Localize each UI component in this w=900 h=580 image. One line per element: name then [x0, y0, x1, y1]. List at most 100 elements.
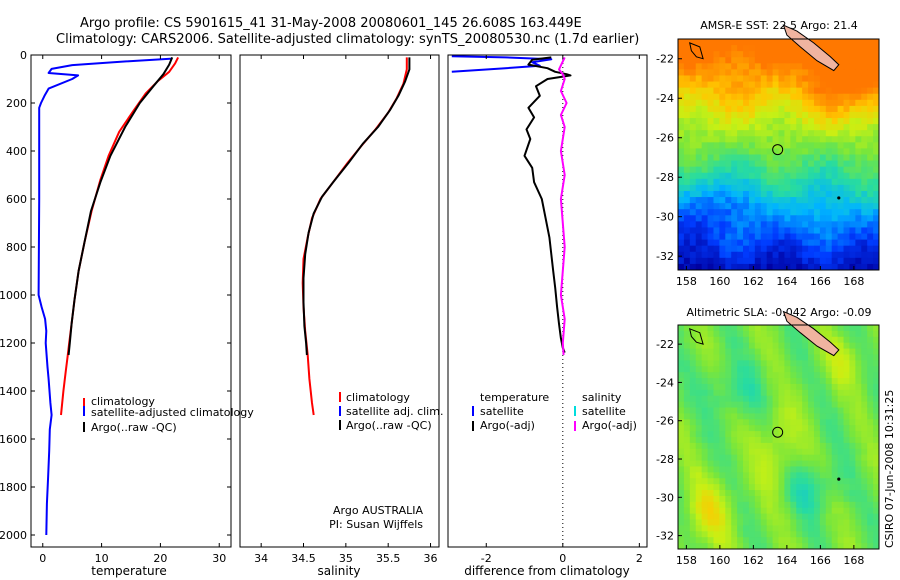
map-cell: [778, 166, 785, 174]
map-cell: [701, 257, 709, 265]
map-cell: [831, 501, 839, 509]
map-cell: [760, 325, 768, 332]
map-cell: [819, 330, 827, 338]
map-cell: [813, 537, 821, 544]
map-cell: [701, 413, 709, 420]
map-cell: [713, 419, 720, 426]
map-cell: [754, 227, 762, 235]
map-cell: [808, 383, 815, 391]
map-cell: [701, 460, 709, 467]
map-cell: [725, 431, 732, 438]
map-cell: [837, 325, 845, 332]
map-cell: [831, 184, 839, 192]
map-cell: [725, 366, 732, 373]
map-cell: [772, 124, 779, 131]
map-cell: [719, 57, 726, 64]
map-cell: [831, 513, 839, 521]
map-cell: [689, 111, 697, 119]
map-cell: [766, 419, 774, 426]
map-cell: [784, 51, 791, 58]
map-cell: [713, 233, 720, 241]
map-cell: [808, 525, 815, 532]
map-cell: [772, 348, 779, 355]
map-cell: [772, 460, 779, 467]
map-cell: [701, 513, 709, 521]
map-cell: [678, 154, 685, 162]
map-cell: [813, 124, 821, 131]
map-cell: [837, 425, 845, 432]
map-cell: [748, 148, 756, 155]
map-cell: [825, 354, 833, 361]
map-cell: [748, 490, 756, 497]
map-cell: [760, 45, 768, 52]
map-cell: [808, 513, 815, 521]
map-cell: [802, 360, 809, 367]
map-cell: [725, 184, 732, 192]
map-cell: [713, 142, 720, 149]
map-cell: [808, 142, 815, 149]
map-cell: [843, 148, 850, 155]
map-cell: [849, 239, 856, 247]
map-cell: [861, 105, 868, 113]
map-cell: [754, 178, 762, 186]
map-cell: [802, 389, 809, 397]
map-cell: [813, 197, 821, 204]
map-cell: [760, 57, 768, 64]
map-cell: [843, 197, 850, 204]
map-cell: [678, 75, 685, 83]
map-cell: [695, 69, 703, 76]
map-cell: [796, 342, 803, 350]
map-cell: [707, 45, 714, 52]
y-tick-label: -32: [656, 530, 674, 543]
map-cell: [731, 227, 738, 235]
map-cell: [819, 99, 827, 107]
map-cell: [725, 490, 732, 497]
map-cell: [689, 383, 697, 391]
map-cell: [861, 383, 868, 391]
map-cell: [678, 227, 685, 235]
map-cell: [796, 130, 803, 137]
map-cell: [831, 378, 839, 385]
map-cell: [743, 389, 750, 397]
map-cell: [737, 395, 744, 403]
map-cell: [683, 490, 691, 497]
map-cell: [678, 490, 685, 497]
map-cell: [831, 148, 839, 155]
map-cell: [843, 130, 850, 137]
map-cell: [748, 172, 756, 180]
map-cell: [784, 336, 791, 344]
map-cell: [849, 507, 856, 515]
map-cell: [861, 203, 868, 210]
map-cell: [754, 431, 762, 438]
map-cell: [760, 172, 768, 180]
map-cell: [713, 366, 720, 373]
map-cell: [748, 442, 756, 450]
map-cell: [796, 407, 803, 414]
map-cell: [743, 325, 750, 332]
map-cell: [748, 407, 756, 414]
map-cell: [743, 118, 750, 125]
map-cell: [719, 330, 726, 338]
map-cell: [778, 519, 785, 526]
map-cell: [754, 401, 762, 409]
map-cell: [808, 99, 815, 107]
map-cell: [707, 519, 714, 526]
map-cell: [754, 490, 762, 497]
map-cell: [813, 136, 821, 143]
map-cell: [743, 348, 750, 355]
map-cell: [754, 537, 762, 544]
map-cell: [802, 130, 809, 137]
map-cell: [707, 366, 714, 373]
new-caledonia-landmass: [782, 24, 840, 72]
map-cell: [707, 401, 714, 409]
map-cell: [748, 460, 756, 467]
map-cell: [760, 93, 768, 101]
map-cell: [683, 383, 691, 391]
y-tick-label: 1000: [0, 289, 27, 302]
map-cell: [790, 257, 797, 265]
map-cell: [873, 57, 880, 64]
map-cell: [707, 69, 714, 76]
map-cell: [849, 472, 856, 479]
map-cell: [802, 63, 809, 70]
map-cell: [796, 142, 803, 149]
